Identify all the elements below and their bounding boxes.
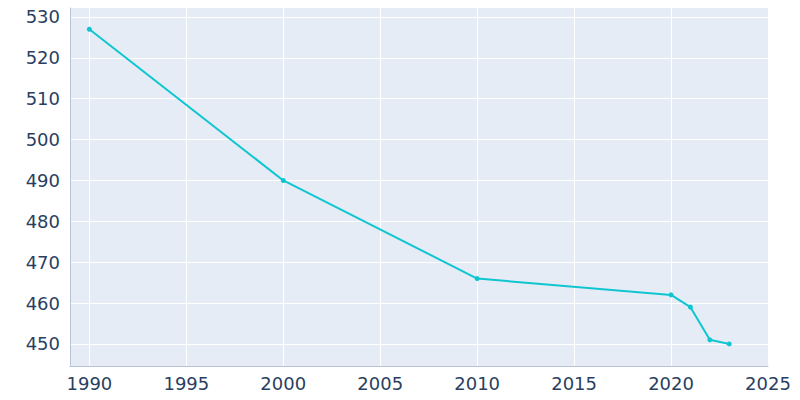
svg-text:2020: 2020 — [648, 373, 694, 394]
svg-text:2010: 2010 — [454, 373, 500, 394]
svg-text:510: 510 — [26, 88, 60, 109]
svg-text:1995: 1995 — [163, 373, 209, 394]
svg-text:500: 500 — [26, 129, 60, 150]
svg-text:1990: 1990 — [66, 373, 112, 394]
svg-text:530: 530 — [26, 6, 60, 27]
svg-text:460: 460 — [26, 293, 60, 314]
svg-text:2025: 2025 — [745, 373, 791, 394]
svg-text:450: 450 — [26, 333, 60, 354]
svg-text:2000: 2000 — [260, 373, 306, 394]
svg-text:470: 470 — [26, 252, 60, 273]
svg-text:480: 480 — [26, 211, 60, 232]
svg-text:520: 520 — [26, 47, 60, 68]
svg-text:2015: 2015 — [551, 373, 597, 394]
svg-text:2005: 2005 — [357, 373, 403, 394]
svg-text:490: 490 — [26, 170, 60, 191]
